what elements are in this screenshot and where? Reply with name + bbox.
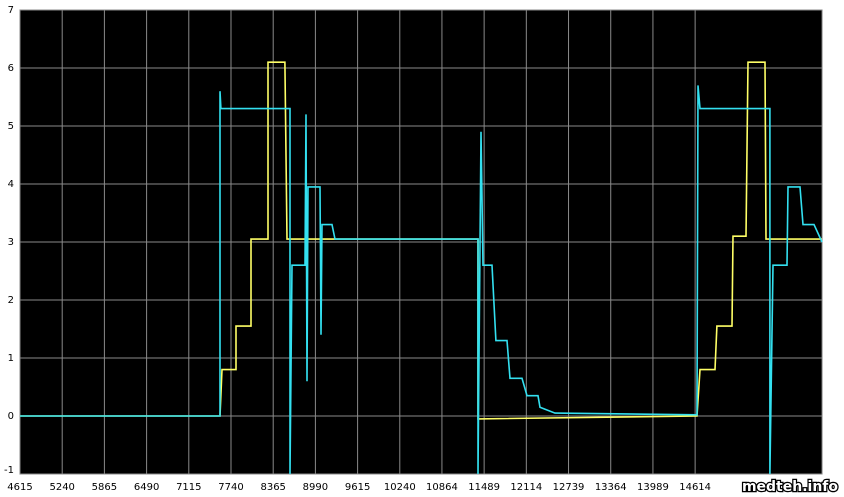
- x-tick-label: 10240: [384, 482, 416, 493]
- x-tick-label: 7115: [176, 482, 201, 493]
- y-tick-label: 2: [8, 295, 14, 306]
- x-tick-label: 11489: [468, 482, 500, 493]
- y-tick-label: 6: [8, 63, 14, 74]
- x-tick-label: 5240: [49, 482, 74, 493]
- y-tick-label: 5: [8, 121, 14, 132]
- x-tick-label: 12739: [553, 482, 585, 493]
- x-tick-label: 4615: [7, 482, 32, 493]
- y-tick-label: -1: [4, 465, 14, 476]
- series-line: [20, 85, 823, 475]
- x-tick-label: 13989: [637, 482, 669, 493]
- x-tick-label: 12114: [510, 482, 542, 493]
- labels: -1 0 1 2 3 4 5 6 7 4615 5240 5865 6490 7115 7740 8365 89…: [4, 5, 711, 493]
- x-tick-label: 6490: [134, 482, 159, 493]
- x-tick-label: 8990: [303, 482, 328, 493]
- y-tick-label: 7: [8, 5, 14, 16]
- x-tick-label: 9615: [345, 482, 370, 493]
- y-tick-label: 3: [8, 237, 14, 248]
- y-tick-label: 0: [8, 411, 14, 422]
- y-tick-label: 1: [8, 353, 14, 364]
- lines: [20, 61, 823, 475]
- grid: [19, 9, 822, 475]
- x-tick-label: 13364: [595, 482, 627, 493]
- x-tick-label: 7740: [218, 482, 243, 493]
- x-tick-label: 5865: [92, 482, 117, 493]
- x-tick-label: 10864: [426, 482, 458, 493]
- watermark: medteh.info: [742, 479, 838, 495]
- x-tick-label: 14614: [679, 482, 711, 493]
- y-tick-label: 4: [8, 179, 14, 190]
- x-tick-label: 8365: [260, 482, 285, 493]
